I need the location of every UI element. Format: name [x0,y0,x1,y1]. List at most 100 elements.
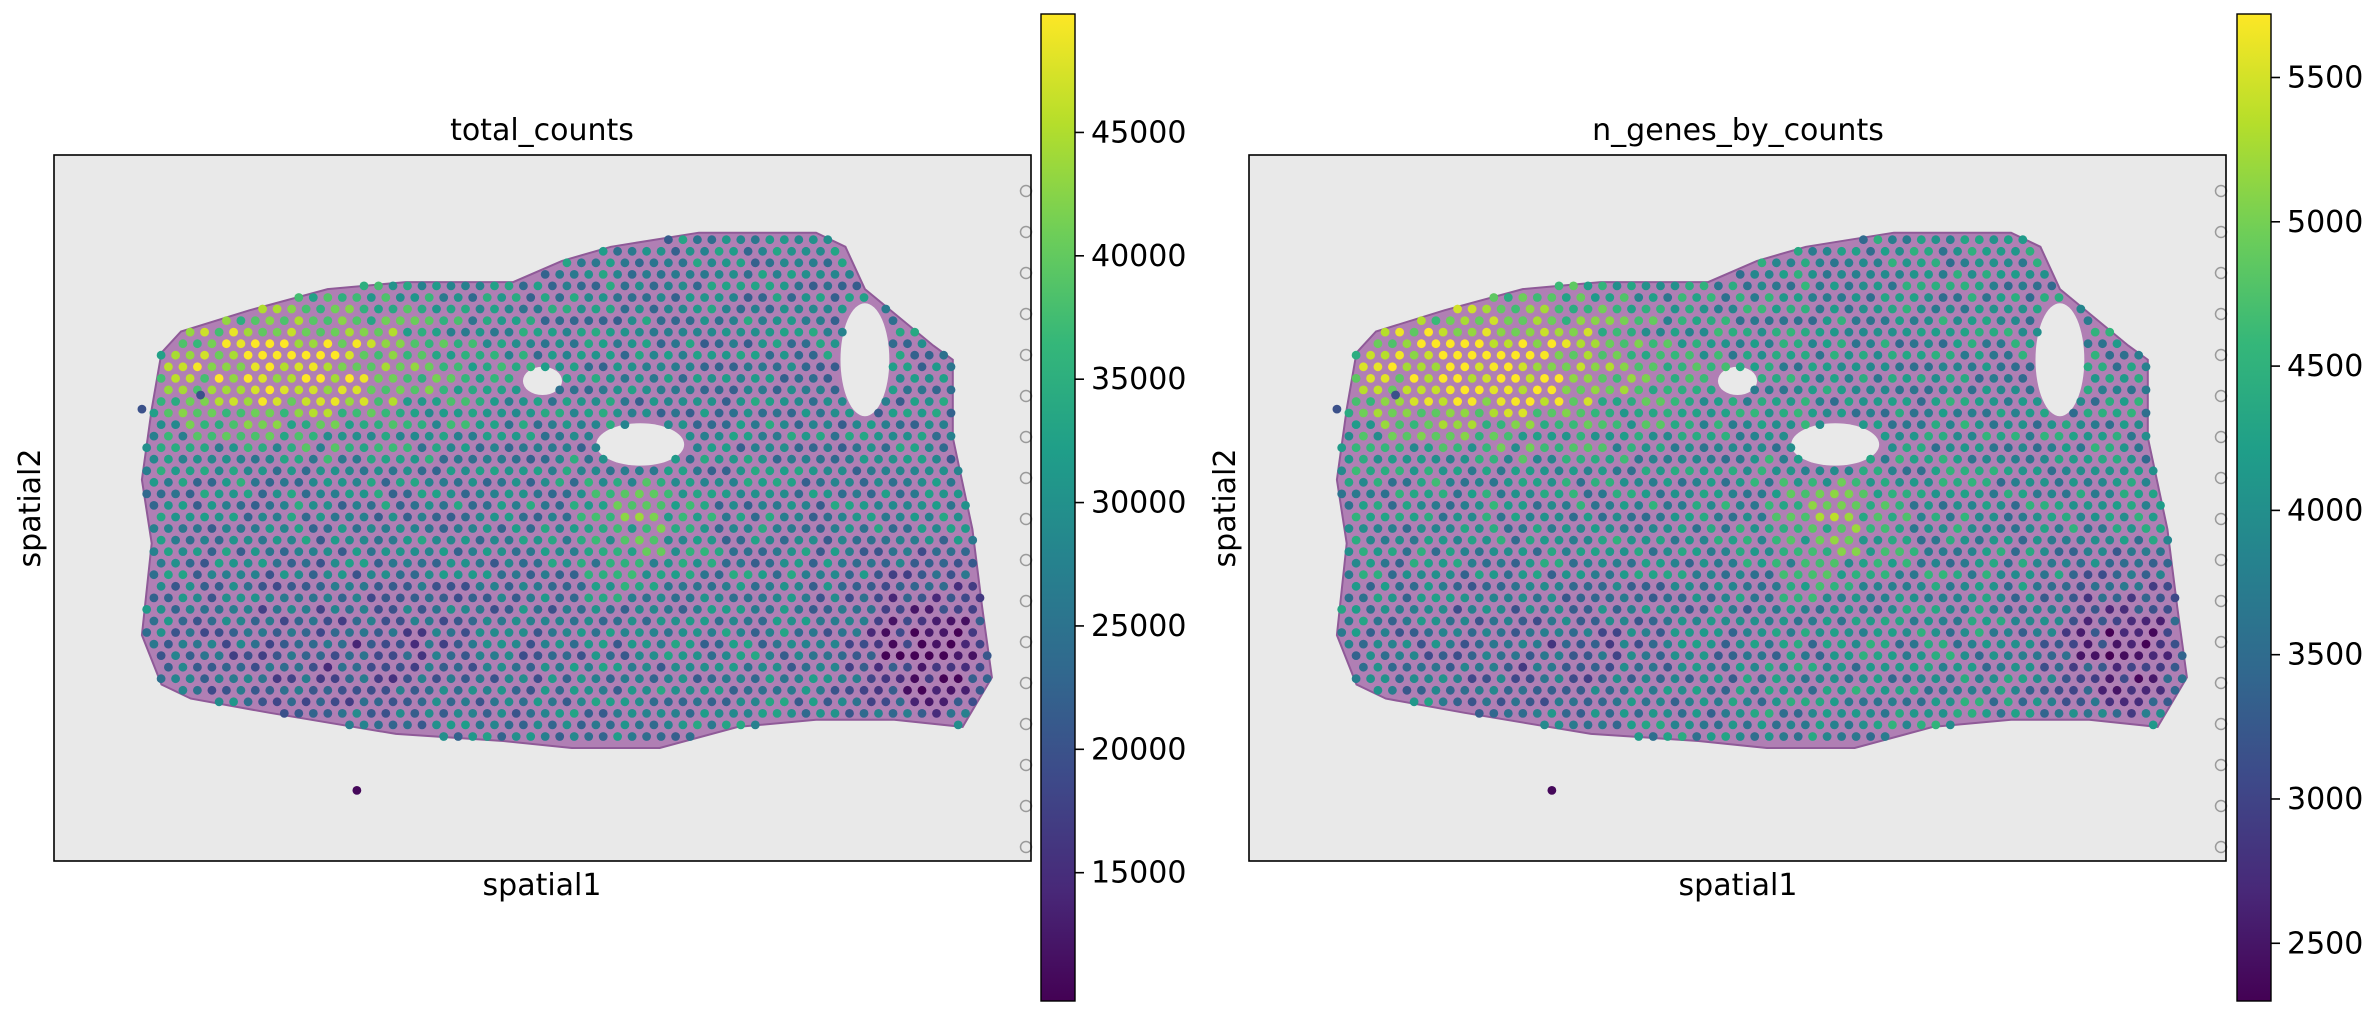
spot [852,581,862,591]
spot [888,339,898,349]
chart-title: total_counts [450,113,634,148]
spot [1735,270,1745,279]
spot [2040,501,2049,510]
spot [591,374,601,383]
spot [1830,581,1839,591]
spot [1380,466,1390,476]
spot [388,512,398,522]
spot [714,454,724,464]
spot [794,304,804,314]
spot [2025,524,2035,533]
spot [1895,246,1904,256]
spot [787,501,796,510]
spot [1590,547,1600,556]
spot [1953,316,1962,325]
spot [591,281,601,291]
spot [381,709,391,718]
spot [794,674,804,684]
spot [1474,362,1484,372]
spot [1880,570,1890,580]
spot [2148,558,2158,568]
spot [1772,281,1781,291]
spot [671,408,680,418]
spot-layer [1332,235,2187,795]
spot [1453,397,1462,406]
spot [1424,651,1433,660]
spot [1960,397,1970,406]
spot [1489,477,1499,487]
spot [924,558,934,568]
spot [1656,327,1665,337]
spot [1496,697,1506,707]
spot [700,501,709,510]
spot [196,390,205,400]
spot [2076,397,2086,406]
spot [1924,246,1933,256]
spot [1801,605,1810,614]
spot [729,362,738,372]
spot [620,350,630,360]
spot [1670,327,1680,337]
spot [598,246,608,256]
spot [1924,431,1933,441]
spot [1547,709,1557,718]
spot [772,501,782,510]
spot [1938,246,1948,256]
spot [2119,581,2129,591]
spot [1721,316,1731,325]
spot [164,431,173,441]
spot [1996,316,2006,325]
spot [1880,662,1890,672]
spot [1641,281,1651,291]
spot [519,443,528,453]
spot [584,339,594,349]
spot [511,616,521,626]
spot [490,350,499,360]
spot [548,535,557,545]
spot [693,327,702,337]
spot [1808,408,1817,418]
spot [1830,674,1839,684]
spot [1373,477,1383,487]
spot [1721,362,1731,372]
spot [222,316,231,325]
spot [308,547,318,556]
spot [1996,408,2006,418]
spot [410,385,420,395]
spot [1482,350,1491,360]
spot [1569,558,1578,568]
spot [932,709,941,718]
spot [1496,466,1506,476]
spot [1888,258,1897,268]
spot [1880,639,1890,649]
spot [2112,339,2122,349]
spot [352,524,362,533]
spot [874,454,883,464]
spot [475,420,485,429]
spot [2098,709,2107,718]
spot [953,558,963,568]
spot [1822,362,1832,372]
spot [1916,512,1926,522]
spot [1648,709,1658,718]
spot [395,385,405,395]
spot [229,397,239,406]
spot [1619,339,1629,349]
spot [772,316,782,325]
spot [2134,350,2144,360]
spot [664,558,673,568]
spot [830,639,840,649]
spot [1561,501,1571,510]
spot [2141,685,2151,695]
colorbar-tick-label: 35000 [1091,362,1186,397]
spot [1822,524,1832,533]
spot [258,304,267,314]
spot [1648,639,1658,649]
spot [1445,685,1455,695]
spot [1866,362,1875,372]
spot [584,524,594,533]
spot [330,674,340,684]
spot [671,639,680,649]
spot [2054,547,2064,556]
spot [1699,605,1709,614]
